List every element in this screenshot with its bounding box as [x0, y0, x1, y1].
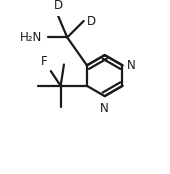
Text: N: N [127, 59, 135, 72]
Text: D: D [87, 14, 96, 27]
Text: F: F [41, 55, 48, 68]
Text: N: N [100, 102, 109, 115]
Text: H₂N: H₂N [20, 31, 43, 44]
Text: D: D [54, 0, 63, 12]
